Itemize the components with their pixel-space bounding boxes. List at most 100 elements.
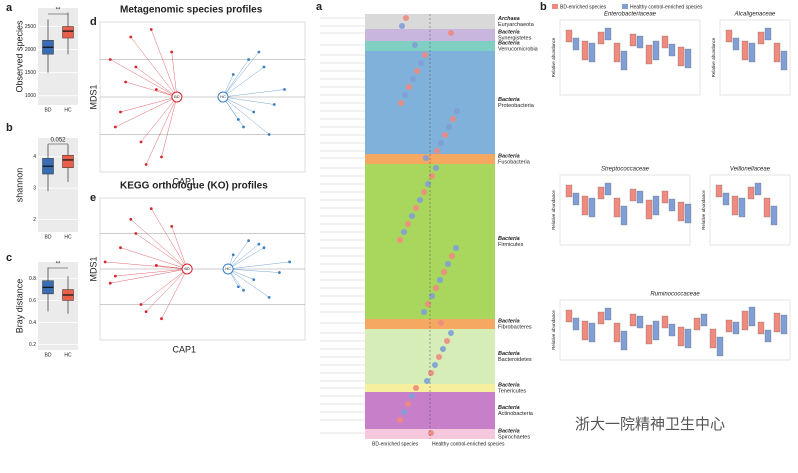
phylum-label: Bacteroidetes bbox=[498, 357, 532, 363]
significance: ** bbox=[56, 262, 61, 268]
box-shape bbox=[700, 313, 708, 327]
point bbox=[257, 50, 261, 54]
box-shape bbox=[677, 46, 685, 67]
row-dot bbox=[436, 354, 442, 360]
row-dot bbox=[432, 362, 438, 368]
phylum-label: Actinobacteria bbox=[498, 411, 534, 417]
box-shape bbox=[597, 31, 605, 45]
box-shape bbox=[757, 321, 765, 335]
point bbox=[139, 140, 143, 144]
row-dot bbox=[413, 385, 419, 391]
box-shape bbox=[668, 323, 676, 337]
row-dot bbox=[397, 237, 403, 243]
box-shape bbox=[613, 197, 621, 218]
point bbox=[124, 80, 128, 84]
row-dot bbox=[429, 173, 435, 179]
row-dot bbox=[454, 108, 460, 114]
x-tick-label: BD bbox=[45, 107, 52, 113]
point bbox=[236, 118, 240, 121]
row-dot bbox=[441, 269, 447, 275]
box-shape bbox=[725, 29, 733, 43]
family-title: Ruminococcaceae bbox=[650, 292, 700, 298]
box-shape bbox=[661, 190, 669, 204]
row-dot bbox=[399, 23, 405, 29]
point bbox=[154, 264, 158, 267]
family-title: Alcaligenaceae bbox=[734, 12, 776, 18]
ray bbox=[227, 247, 265, 270]
row-dot bbox=[446, 124, 452, 130]
row-dot bbox=[448, 30, 454, 36]
centroid bbox=[171, 91, 183, 103]
point bbox=[252, 278, 256, 282]
point bbox=[129, 35, 133, 39]
y-axis-label: MDS1 bbox=[88, 84, 98, 109]
kingdom-label: Bacteria bbox=[498, 382, 520, 388]
taxa-legend: Healthy control-enriched species bbox=[432, 441, 505, 447]
ray bbox=[135, 233, 188, 270]
point bbox=[231, 253, 235, 257]
taxa-legend: BD-enriched species bbox=[372, 441, 419, 447]
row-dot bbox=[413, 205, 419, 211]
y-axis-label: Relative abundance bbox=[711, 37, 716, 77]
box-shape bbox=[620, 330, 628, 351]
box-shape bbox=[652, 195, 660, 216]
centroid-label: HC bbox=[225, 266, 231, 271]
box-shape bbox=[565, 184, 573, 198]
phylum-band bbox=[365, 319, 495, 329]
y-axis-label: Relative abundance bbox=[701, 190, 706, 230]
phylum-label: Tenericutes bbox=[498, 388, 526, 394]
row-dot bbox=[429, 293, 435, 299]
point bbox=[257, 242, 261, 246]
phylum-label: Fibrobacteres bbox=[498, 324, 532, 330]
ray bbox=[222, 66, 265, 98]
y-axis-label: Observed species bbox=[14, 20, 24, 93]
ray bbox=[145, 268, 188, 312]
phylum-label: Spirochaetes bbox=[498, 434, 530, 440]
point bbox=[144, 163, 148, 166]
row-dot bbox=[421, 309, 427, 315]
row-dot bbox=[398, 100, 404, 106]
plot-area bbox=[38, 138, 78, 232]
box-shape bbox=[572, 317, 580, 331]
ray bbox=[145, 96, 178, 165]
box-shape bbox=[677, 326, 685, 347]
row-dot bbox=[409, 213, 415, 219]
phylum-label: Verrucomicrobia bbox=[498, 46, 539, 52]
point bbox=[108, 281, 112, 285]
box-shape bbox=[588, 322, 596, 343]
point bbox=[149, 207, 153, 211]
box-shape bbox=[763, 197, 771, 218]
point bbox=[288, 260, 292, 264]
box-shape bbox=[597, 186, 605, 200]
phylum-label: Euryarchaeota bbox=[498, 22, 535, 28]
y-axis-label: Bray distance bbox=[14, 279, 24, 334]
significance: ** bbox=[56, 8, 61, 14]
ray bbox=[222, 96, 254, 113]
box-shape bbox=[748, 42, 756, 63]
box-shape bbox=[629, 188, 637, 202]
point bbox=[160, 155, 163, 159]
row-dot bbox=[450, 116, 456, 122]
row-dot bbox=[428, 430, 434, 436]
box-shape bbox=[748, 306, 756, 327]
row-dot bbox=[403, 15, 409, 21]
legend-swatch bbox=[622, 4, 628, 9]
kingdom-label: Archaea bbox=[497, 16, 520, 22]
y-axis-label: Relative abundance bbox=[551, 190, 556, 230]
box-shape bbox=[757, 31, 765, 45]
box-shape bbox=[780, 50, 788, 71]
box-shape bbox=[572, 192, 580, 206]
ray bbox=[125, 81, 177, 98]
x-tick-label: HC bbox=[64, 234, 72, 240]
box-shape bbox=[754, 182, 762, 196]
row-dot bbox=[438, 320, 444, 326]
box-shape bbox=[668, 43, 676, 57]
ray bbox=[228, 268, 280, 273]
panel-label: d bbox=[90, 16, 97, 28]
box-shape bbox=[588, 42, 596, 63]
y-tick-label: 2 bbox=[33, 217, 36, 223]
ray bbox=[228, 261, 290, 270]
phylum-label: Fusobacteria bbox=[498, 159, 531, 165]
box-shape bbox=[581, 320, 589, 341]
